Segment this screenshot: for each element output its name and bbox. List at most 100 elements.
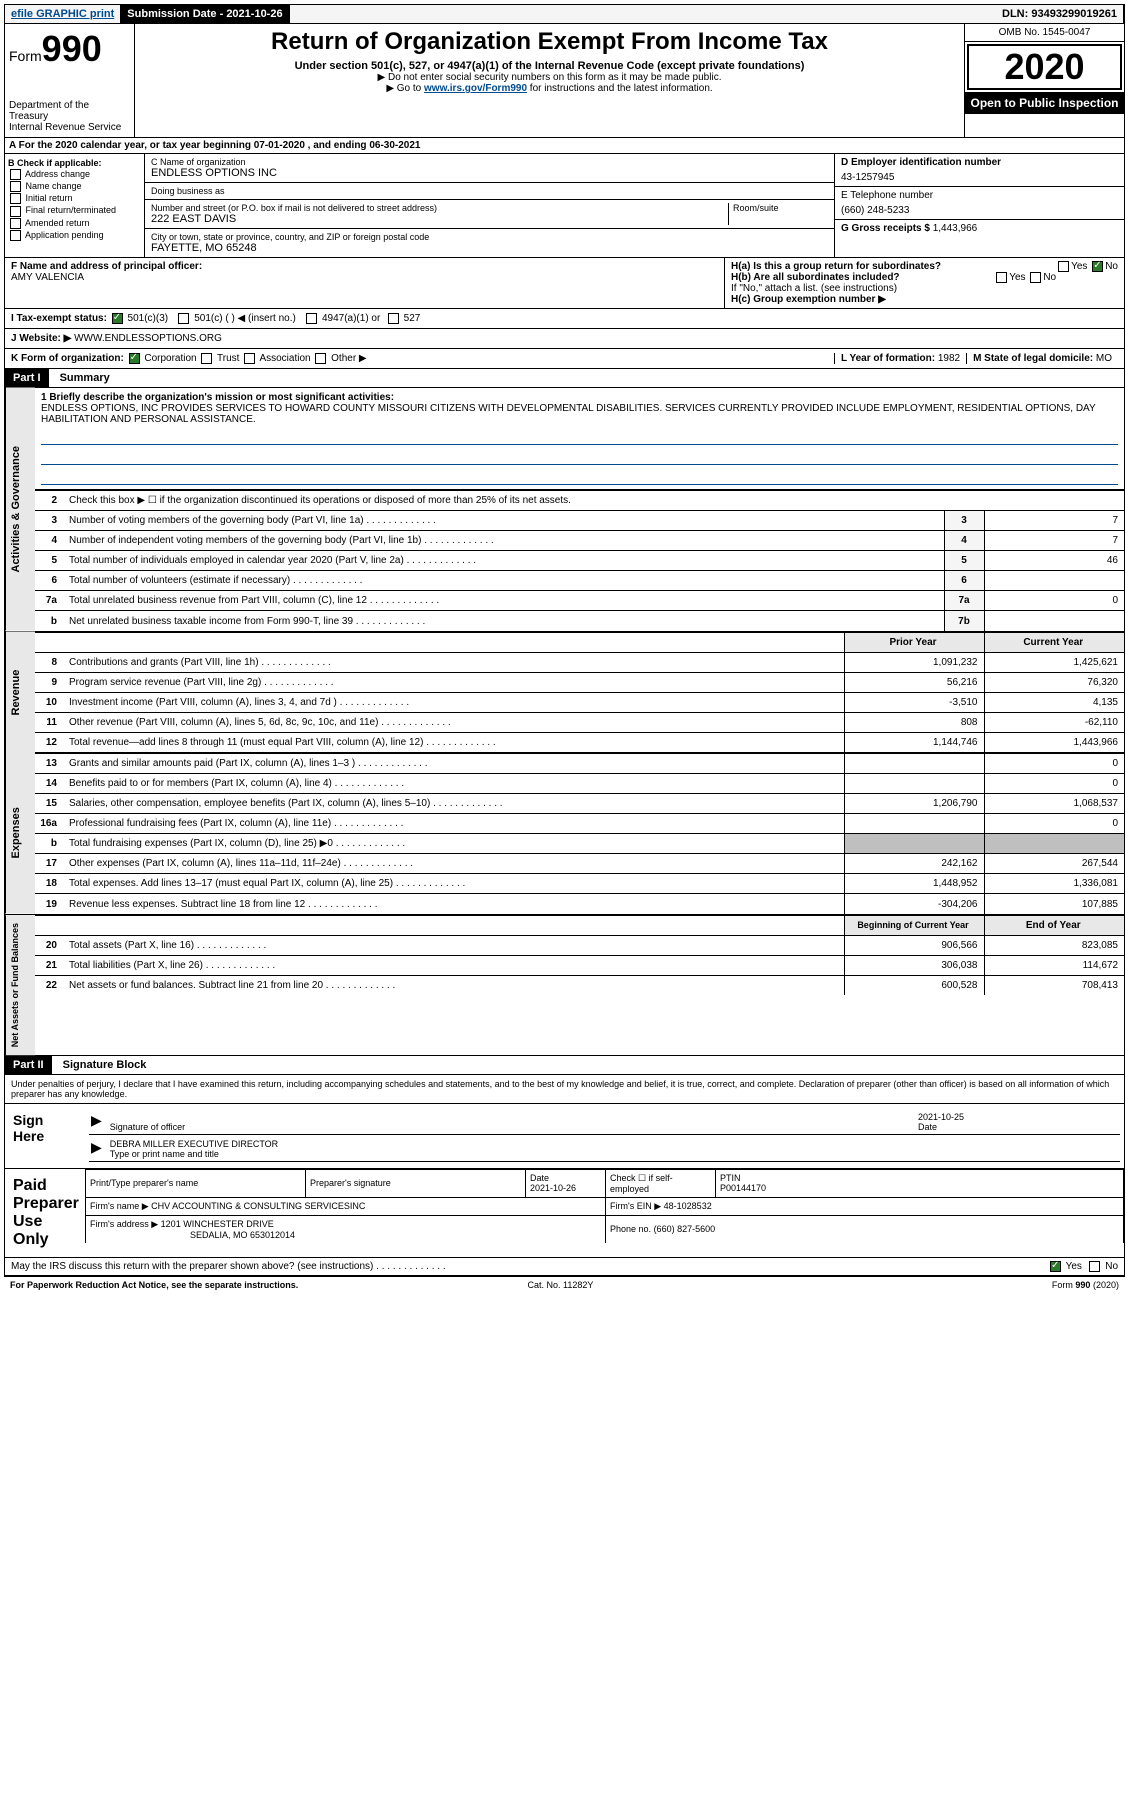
ha-label: H(a) Is this a group return for subordin… — [731, 261, 941, 272]
line-num: 3 — [35, 511, 65, 531]
other-checkbox[interactable] — [315, 353, 326, 364]
prior-value — [844, 814, 984, 834]
f-label: F Name and address of principal officer: — [11, 261, 718, 272]
efile-link[interactable]: efile GRAPHIC print — [11, 8, 114, 20]
side-label-balances: Net Assets or Fund Balances — [5, 915, 35, 1055]
officer-name: AMY VALENCIA — [11, 272, 718, 283]
line-num: 8 — [35, 652, 65, 672]
d-label: D Employer identification number — [841, 157, 1118, 168]
l-label: L Year of formation: — [841, 353, 935, 364]
fh-block: F Name and address of principal officer:… — [4, 258, 1125, 309]
form-header: Form990 Department of the Treasury Inter… — [4, 24, 1125, 138]
irs-link[interactable]: www.irs.gov/Form990 — [424, 83, 527, 94]
prior-value: -3,510 — [844, 692, 984, 712]
line-num: 17 — [35, 854, 65, 874]
mission-label: 1 Briefly describe the organization's mi… — [41, 392, 394, 403]
public-inspection: Open to Public Inspection — [965, 92, 1124, 114]
header-center: Return of Organization Exempt From Incom… — [135, 24, 964, 137]
k-row: K Form of organization: Corporation Trus… — [4, 349, 1125, 369]
line-text: Number of independent voting members of … — [65, 531, 944, 551]
line-text: Total unrelated business revenue from Pa… — [65, 591, 944, 611]
trust-checkbox[interactable] — [201, 353, 212, 364]
side-label-revenue: Revenue — [5, 632, 35, 753]
street-address: 222 EAST DAVIS — [151, 213, 728, 225]
part1-revenue: Revenue Prior YearCurrent Year 8Contribu… — [4, 632, 1125, 754]
line-value: 7 — [984, 511, 1124, 531]
b-item[interactable]: Amended return — [8, 218, 141, 229]
discuss-yes[interactable] — [1050, 1261, 1061, 1272]
ptin-value: P00144170 — [720, 1183, 1119, 1193]
current-value: 1,336,081 — [984, 874, 1124, 894]
line-value: 7 — [984, 531, 1124, 551]
footer-left: For Paperwork Reduction Act Notice, see … — [10, 1280, 298, 1290]
line-text: Net unrelated business taxable income fr… — [65, 611, 944, 631]
line-text: Grants and similar amounts paid (Part IX… — [65, 754, 844, 774]
prep-name-label: Print/Type preparer's name — [90, 1178, 301, 1188]
revenue-table: Prior YearCurrent Year 8Contributions an… — [35, 632, 1124, 753]
line-value: 46 — [984, 551, 1124, 571]
line-text: Revenue less expenses. Subtract line 18 … — [65, 894, 844, 914]
501c-checkbox[interactable] — [178, 313, 189, 324]
firm-name-label: Firm's name ▶ — [90, 1201, 149, 1211]
prior-value — [844, 754, 984, 774]
current-value: 107,885 — [984, 894, 1124, 914]
line-num: b — [35, 834, 65, 854]
b-item[interactable]: Name change — [8, 181, 141, 192]
b-item[interactable]: Final return/terminated — [8, 205, 141, 216]
dept-text: Department of the Treasury Internal Reve… — [9, 100, 130, 133]
corp-checkbox[interactable] — [129, 353, 140, 364]
b-item[interactable]: Address change — [8, 169, 141, 180]
part1-balances: Net Assets or Fund Balances Beginning of… — [4, 915, 1125, 1056]
current-value: 0 — [984, 774, 1124, 794]
line-num: 5 — [35, 551, 65, 571]
line-text: Program service revenue (Part VIII, line… — [65, 672, 844, 692]
current-year-header: Current Year — [984, 632, 1124, 652]
governance-table: 2Check this box ▶ ☐ if the organization … — [35, 490, 1124, 631]
line-text: Salaries, other compensation, employee b… — [65, 794, 844, 814]
m-label: M State of legal domicile: — [973, 353, 1093, 364]
arrow-icon: ▶ — [91, 1112, 102, 1132]
527-checkbox[interactable] — [388, 313, 399, 324]
website-row: J Website: ▶ WWW.ENDLESSOPTIONS.ORG — [4, 329, 1125, 349]
ptin-label: PTIN — [720, 1173, 1119, 1183]
line-num: 21 — [35, 955, 65, 975]
submission-date-button[interactable]: Submission Date - 2021-10-26 — [121, 5, 289, 23]
e-label: E Telephone number — [841, 190, 1118, 201]
line-num: 13 — [35, 754, 65, 774]
j-label: J Website: ▶ — [11, 333, 71, 344]
sig-date-label: Date — [918, 1122, 1118, 1132]
prior-value: 1,144,746 — [844, 732, 984, 752]
note-2: ▶ Go to www.irs.gov/Form990 for instruct… — [155, 83, 944, 94]
note-1: ▶ Do not enter social security numbers o… — [155, 72, 944, 83]
gross-receipts: 1,443,966 — [933, 223, 978, 234]
mission-text: ENDLESS OPTIONS, INC PROVIDES SERVICES T… — [41, 403, 1095, 425]
end-year-header: End of Year — [984, 915, 1124, 935]
form-number: 990 — [42, 28, 102, 69]
line-text: Total liabilities (Part X, line 26) — [65, 955, 844, 975]
g-label: G Gross receipts $ — [841, 223, 930, 234]
prep-date: 2021-10-26 — [530, 1183, 601, 1193]
prep-sig-label: Preparer's signature — [310, 1178, 521, 1188]
501c3-checkbox[interactable] — [112, 313, 123, 324]
current-value: -62,110 — [984, 712, 1124, 732]
prior-year-header: Prior Year — [844, 632, 984, 652]
tax-year: 2020 — [967, 44, 1122, 90]
firm-city: SEDALIA, MO 653012014 — [190, 1230, 295, 1240]
4947-checkbox[interactable] — [306, 313, 317, 324]
b-item[interactable]: Initial return — [8, 193, 141, 204]
addr-label: Number and street (or P.O. box if mail i… — [151, 203, 728, 213]
line-num: 20 — [35, 935, 65, 955]
discuss-row: May the IRS discuss this return with the… — [5, 1257, 1124, 1275]
b-item[interactable]: Application pending — [8, 230, 141, 241]
website-url: WWW.ENDLESSOPTIONS.ORG — [74, 333, 222, 344]
prior-value: 1,448,952 — [844, 874, 984, 894]
discuss-no[interactable] — [1089, 1261, 1100, 1272]
hb-label: H(b) Are all subordinates included? — [731, 272, 900, 283]
mission-box: 1 Briefly describe the organization's mi… — [35, 388, 1124, 490]
header-right: OMB No. 1545-0047 2020 Open to Public In… — [964, 24, 1124, 137]
current-value: 267,544 — [984, 854, 1124, 874]
firm-phone: (660) 827-5600 — [654, 1224, 716, 1234]
form-title: Return of Organization Exempt From Incom… — [155, 28, 944, 56]
line-value — [984, 571, 1124, 591]
assoc-checkbox[interactable] — [244, 353, 255, 364]
